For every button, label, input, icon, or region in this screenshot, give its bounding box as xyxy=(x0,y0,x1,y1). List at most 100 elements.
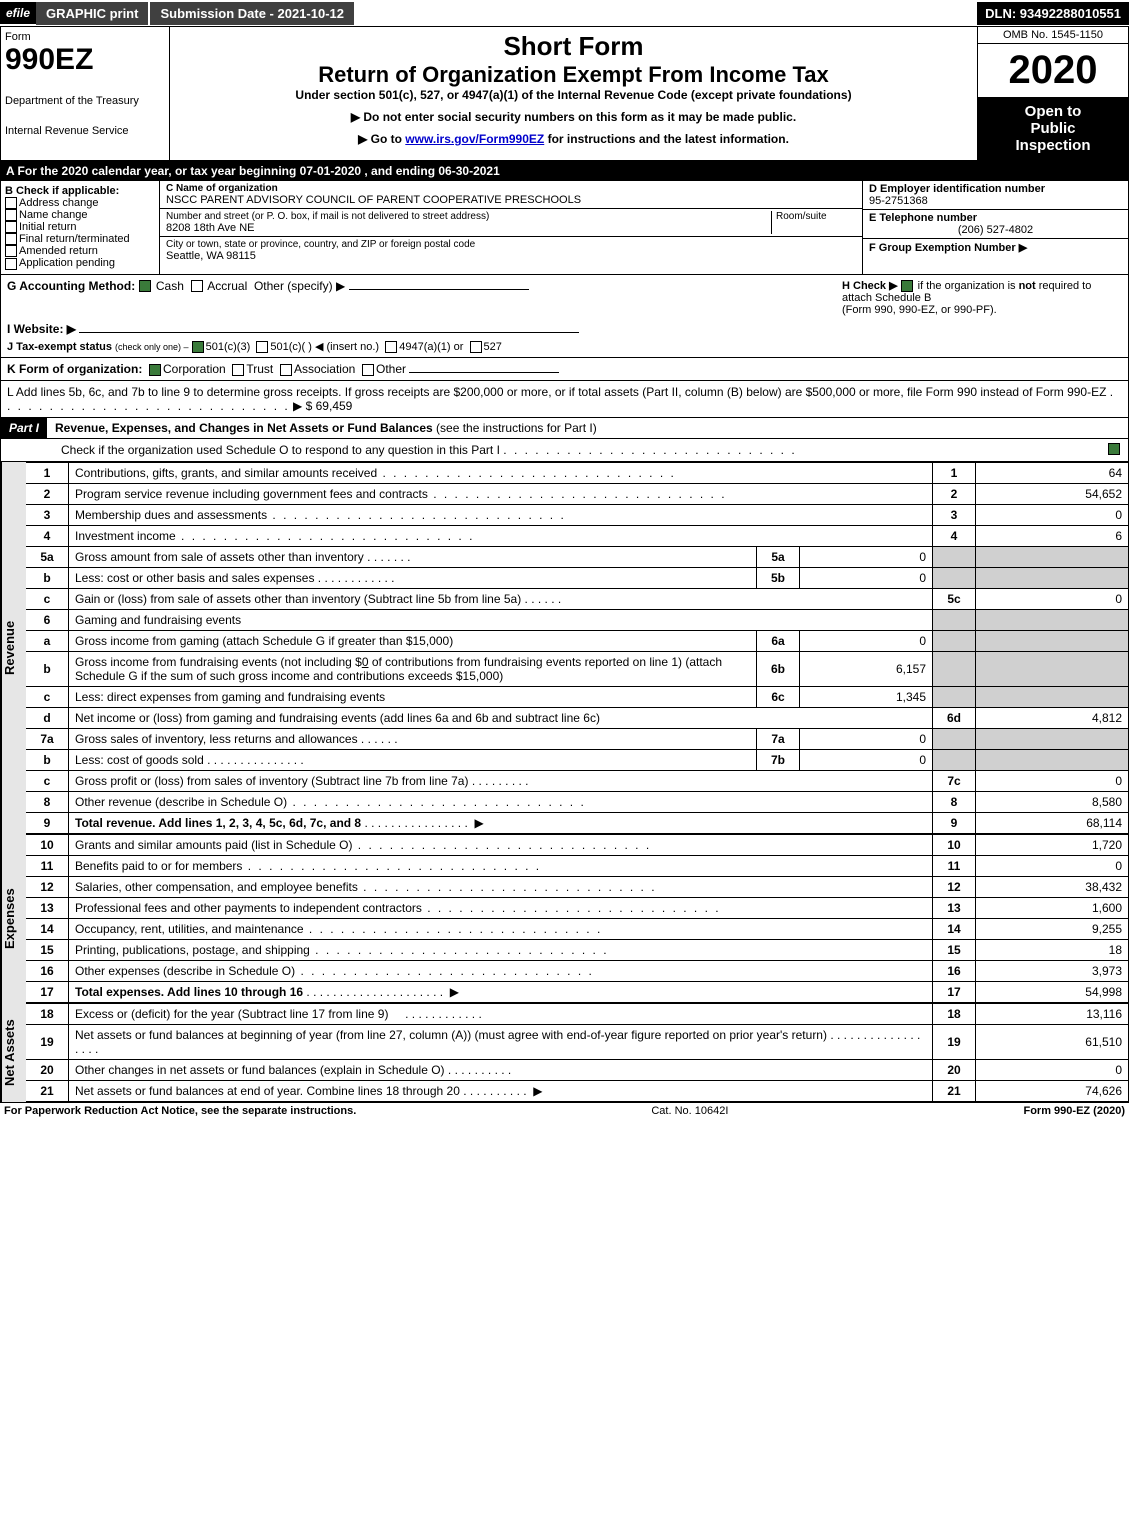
line-a: A For the 2020 calendar year, or tax yea… xyxy=(0,161,1129,181)
b-opt-final[interactable]: Final return/terminated xyxy=(5,233,155,245)
main-title: Return of Organization Exempt From Incom… xyxy=(174,62,973,88)
l5b-shade2 xyxy=(976,567,1129,588)
d-ein-cell: D Employer identification number 95-2751… xyxy=(863,181,1128,210)
k-trust-check[interactable] xyxy=(232,364,244,376)
l5a-sv: 0 xyxy=(800,546,933,567)
l7b-sv: 0 xyxy=(800,749,933,770)
l8-num: 8 xyxy=(26,791,69,812)
b-opt-amended[interactable]: Amended return xyxy=(5,245,155,257)
l21-rn: 21 xyxy=(933,1080,976,1101)
l6-shade xyxy=(933,609,976,630)
part1-note: (see the instructions for Part I) xyxy=(436,421,597,435)
l5b-sl: 5b xyxy=(757,567,800,588)
l15-rn: 15 xyxy=(933,939,976,960)
j-501c-check[interactable] xyxy=(256,341,268,353)
e-label: E Telephone number xyxy=(869,212,1122,224)
l2-amt: 54,652 xyxy=(976,483,1129,504)
b-opt-pending[interactable]: Application pending xyxy=(5,257,155,269)
g-accrual-check[interactable] xyxy=(191,280,203,292)
g-cash-check[interactable] xyxy=(139,280,151,292)
l5b-shade xyxy=(933,567,976,588)
c-city: Seattle, WA 98115 xyxy=(166,250,856,262)
l13-rn: 13 xyxy=(933,897,976,918)
part1-bar: Part I Revenue, Expenses, and Changes in… xyxy=(0,418,1129,439)
open-line1: Open to xyxy=(980,103,1126,120)
section-b: B Check if applicable: Address change Na… xyxy=(1,181,160,274)
l7a-shade xyxy=(933,728,976,749)
l6a-shade xyxy=(933,630,976,651)
l8-rn: 8 xyxy=(933,791,976,812)
l14-desc: Occupancy, rent, utilities, and maintena… xyxy=(69,918,933,939)
l11-amt: 0 xyxy=(976,855,1129,876)
l20-rn: 20 xyxy=(933,1059,976,1080)
k-corp: Corporation xyxy=(163,362,226,376)
l6b-sv: 6,157 xyxy=(800,651,933,686)
submission-date-button[interactable]: Submission Date - 2021-10-12 xyxy=(150,2,354,25)
h-checkbox[interactable] xyxy=(901,280,913,292)
l6c-num: c xyxy=(26,686,69,707)
j-note: (check only one) – xyxy=(115,342,189,352)
l5b-sv: 0 xyxy=(800,567,933,588)
footer-right: Form 990-EZ (2020) xyxy=(1023,1105,1125,1117)
l6a-desc: Gross income from gaming (attach Schedul… xyxy=(69,630,757,651)
k-corp-check[interactable] xyxy=(149,364,161,376)
l5a-shade2 xyxy=(976,546,1129,567)
l13-amt: 1,600 xyxy=(976,897,1129,918)
l7b-sl: 7b xyxy=(757,749,800,770)
c-name-label: C Name of organization xyxy=(166,183,856,194)
l6c-shade2 xyxy=(976,686,1129,707)
l4-num: 4 xyxy=(26,525,69,546)
b-opt-initial[interactable]: Initial return xyxy=(5,221,155,233)
l5c-num: c xyxy=(26,588,69,609)
b-opt-address[interactable]: Address change xyxy=(5,197,155,209)
b-opt-name[interactable]: Name change xyxy=(5,209,155,221)
c-addr-cell: Number and street (or P. O. box, if mail… xyxy=(160,209,862,237)
h-label: H Check ▶ xyxy=(842,280,898,292)
c-room: Room/suite xyxy=(771,211,856,234)
j-501c: 501(c)( ) ◀ (insert no.) xyxy=(270,341,379,353)
l6d-num: d xyxy=(26,707,69,728)
j-4947-check[interactable] xyxy=(385,341,397,353)
l3-rn: 3 xyxy=(933,504,976,525)
l2-rn: 2 xyxy=(933,483,976,504)
l7a-num: 7a xyxy=(26,728,69,749)
netassets-tab: Net Assets xyxy=(1,1003,26,1102)
l12-rn: 12 xyxy=(933,876,976,897)
k-assoc: Association xyxy=(294,362,355,376)
line-k: K Form of organization: Corporation Trus… xyxy=(0,358,1129,381)
c-addr: 8208 18th Ave NE xyxy=(166,222,771,234)
l11-desc: Benefits paid to or for members xyxy=(69,855,933,876)
line-l: L Add lines 5b, 6c, and 7b to line 9 to … xyxy=(0,381,1129,418)
i-website-field[interactable] xyxy=(79,332,579,333)
l6-shade2 xyxy=(976,609,1129,630)
h-text3: (Form 990, 990-EZ, or 990-PF). xyxy=(842,304,997,316)
l11-rn: 11 xyxy=(933,855,976,876)
j-501c3-check[interactable] xyxy=(192,341,204,353)
graphic-print-button[interactable]: GRAPHIC print xyxy=(36,2,148,25)
dept-irs: Internal Revenue Service xyxy=(5,125,165,137)
l7a-sl: 7a xyxy=(757,728,800,749)
l10-num: 10 xyxy=(26,834,69,855)
page-footer: For Paperwork Reduction Act Notice, see … xyxy=(0,1102,1129,1119)
b-title: B Check if applicable: xyxy=(5,185,155,197)
dept-treasury: Department of the Treasury xyxy=(5,95,165,107)
k-assoc-check[interactable] xyxy=(280,364,292,376)
l7a-desc: Gross sales of inventory, less returns a… xyxy=(69,728,757,749)
l7c-rn: 7c xyxy=(933,770,976,791)
l6a-num: a xyxy=(26,630,69,651)
part1-checkbox[interactable] xyxy=(1108,443,1120,455)
irs-link[interactable]: www.irs.gov/Form990EZ xyxy=(405,132,544,146)
l2-num: 2 xyxy=(26,483,69,504)
k-trust: Trust xyxy=(246,362,273,376)
j-527-check[interactable] xyxy=(470,341,482,353)
j-527: 527 xyxy=(484,341,502,353)
d-ein: 95-2751368 xyxy=(869,195,1122,207)
l18-desc: Excess or (deficit) for the year (Subtra… xyxy=(69,1003,933,1024)
c-org-name: NSCC PARENT ADVISORY COUNCIL OF PARENT C… xyxy=(166,194,856,206)
footer-mid: Cat. No. 10642I xyxy=(651,1105,728,1117)
k-other-check[interactable] xyxy=(362,364,374,376)
e-phone: (206) 527-4802 xyxy=(869,224,1122,236)
form-number: 990EZ xyxy=(5,43,165,77)
l20-desc: Other changes in net assets or fund bala… xyxy=(69,1059,933,1080)
c-addr-label: Number and street (or P. O. box, if mail… xyxy=(166,211,771,222)
